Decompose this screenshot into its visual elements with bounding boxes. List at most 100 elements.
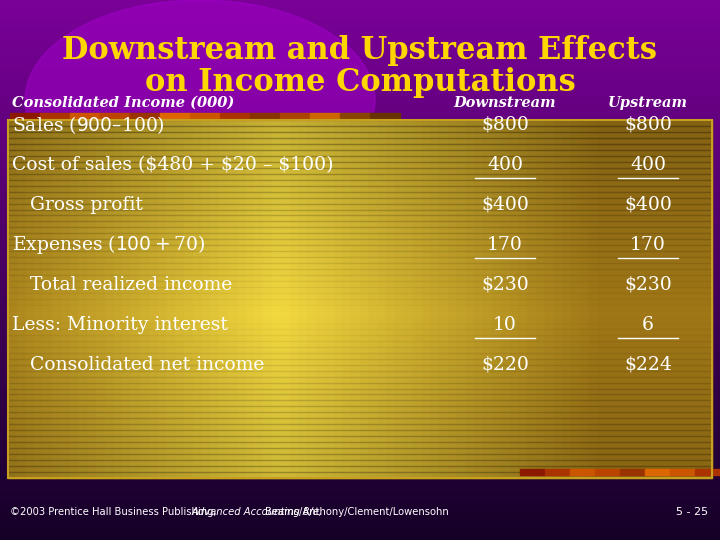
Bar — [0, 94, 720, 99]
Text: Consolidated Income (000): Consolidated Income (000) — [12, 96, 234, 110]
Bar — [0, 63, 720, 68]
Bar — [580, 120, 589, 478]
Text: 170: 170 — [630, 236, 666, 254]
Bar — [0, 202, 720, 207]
Bar — [0, 225, 720, 229]
Bar — [0, 135, 720, 139]
Bar — [0, 266, 720, 270]
Bar — [0, 108, 720, 112]
Bar — [26, 120, 35, 478]
Bar — [8, 442, 712, 448]
Text: on Income Computations: on Income Computations — [145, 66, 575, 98]
Bar — [0, 423, 720, 428]
Bar — [545, 120, 554, 478]
Bar — [0, 482, 720, 486]
Bar — [8, 198, 712, 204]
Bar — [8, 347, 712, 353]
Bar — [8, 359, 712, 364]
Bar — [413, 120, 422, 478]
Bar — [8, 436, 712, 442]
Text: $800: $800 — [481, 116, 529, 134]
Bar — [0, 306, 720, 310]
Bar — [0, 4, 720, 9]
Bar — [122, 120, 131, 478]
Bar — [220, 113, 250, 119]
Bar — [8, 210, 712, 215]
Bar — [633, 120, 642, 478]
Bar — [0, 418, 720, 423]
Bar — [0, 14, 720, 18]
Bar — [8, 353, 712, 359]
Bar — [264, 120, 272, 478]
Bar — [0, 117, 720, 122]
Bar — [0, 463, 720, 468]
Bar — [492, 120, 501, 478]
Bar — [0, 230, 720, 234]
Bar — [0, 347, 720, 351]
Bar — [8, 407, 712, 413]
Bar — [100, 113, 130, 119]
Bar — [615, 120, 624, 478]
Bar — [0, 324, 720, 328]
Bar — [0, 162, 720, 166]
Bar — [0, 310, 720, 315]
Bar — [8, 341, 712, 347]
Bar — [474, 120, 483, 478]
Bar — [0, 58, 720, 63]
Bar — [0, 320, 720, 324]
Bar — [8, 168, 712, 174]
Bar — [0, 477, 720, 482]
Bar — [0, 279, 720, 284]
Text: $400: $400 — [624, 196, 672, 214]
Bar — [193, 120, 202, 478]
Bar — [130, 113, 160, 119]
Bar — [0, 189, 720, 193]
Bar — [228, 120, 237, 478]
Bar — [0, 207, 720, 212]
Bar — [0, 252, 720, 256]
Bar — [0, 27, 720, 31]
Bar — [0, 180, 720, 185]
Bar — [280, 113, 310, 119]
Bar — [606, 120, 615, 478]
Bar — [8, 120, 712, 478]
Bar — [520, 469, 545, 475]
Bar — [114, 120, 122, 478]
Bar — [0, 342, 720, 347]
Bar — [0, 369, 720, 374]
Bar — [0, 355, 720, 360]
Bar — [0, 387, 720, 392]
Bar — [0, 288, 720, 293]
Bar — [0, 360, 720, 364]
Bar — [8, 192, 712, 198]
Bar — [595, 469, 620, 475]
Bar — [0, 414, 720, 418]
Bar — [8, 329, 712, 335]
Bar — [0, 198, 720, 202]
Bar — [8, 138, 712, 144]
Bar — [78, 120, 87, 478]
Bar — [598, 120, 606, 478]
Bar — [0, 158, 720, 162]
Bar — [0, 261, 720, 266]
Bar — [8, 376, 712, 382]
Bar — [0, 450, 720, 455]
Bar — [0, 531, 720, 536]
Text: 400: 400 — [487, 156, 523, 174]
Bar — [0, 234, 720, 239]
Bar — [158, 120, 166, 478]
Text: Beams/Anthony/Clement/Lowensohn: Beams/Anthony/Clement/Lowensohn — [265, 507, 449, 517]
Bar — [0, 297, 720, 301]
Bar — [0, 382, 720, 387]
Bar — [184, 120, 193, 478]
Bar — [8, 394, 712, 401]
Bar — [0, 81, 720, 85]
Bar — [8, 162, 712, 168]
Bar — [0, 495, 720, 500]
Text: 5 - 25: 5 - 25 — [676, 507, 708, 517]
Bar — [0, 274, 720, 279]
Bar — [0, 216, 720, 220]
Bar — [0, 392, 720, 396]
Bar — [8, 299, 712, 305]
Bar — [96, 120, 105, 478]
